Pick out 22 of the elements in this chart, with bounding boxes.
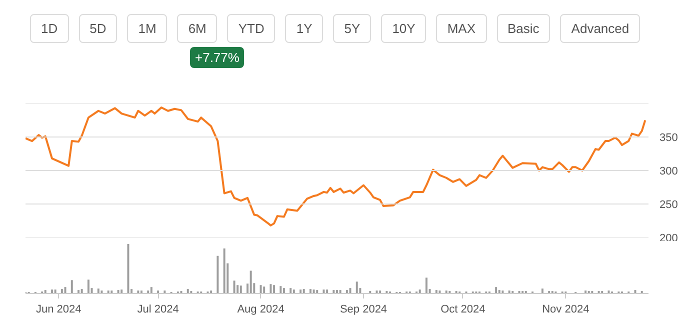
text: 1Y [285, 14, 324, 43]
text: 1M [127, 14, 168, 43]
y-tick-label: 350 [660, 132, 678, 144]
y-tick-label: 300 [660, 166, 678, 178]
x-tick-label: Nov 2024 [542, 304, 590, 316]
text: Advanced [560, 14, 640, 43]
line-series [26, 106, 646, 226]
text: 1D [30, 14, 69, 43]
text: 5Y [333, 14, 372, 43]
x-tick-label: Sep 2024 [340, 304, 388, 316]
text: MAX [436, 14, 486, 43]
text: 6M [177, 14, 218, 43]
x-tick-label: Jul 2024 [137, 304, 179, 316]
x-tick-label: Aug 2024 [237, 304, 284, 316]
text: YTD [227, 14, 276, 43]
x-tick-label: Jun 2024 [36, 304, 82, 316]
text: 5D [78, 14, 118, 43]
x-tick-label: Oct 2024 [440, 304, 486, 316]
text: Basic [496, 14, 550, 43]
text: 10Y [381, 14, 426, 43]
text: +7.77% [190, 47, 244, 68]
y-tick-label: 250 [660, 199, 678, 211]
